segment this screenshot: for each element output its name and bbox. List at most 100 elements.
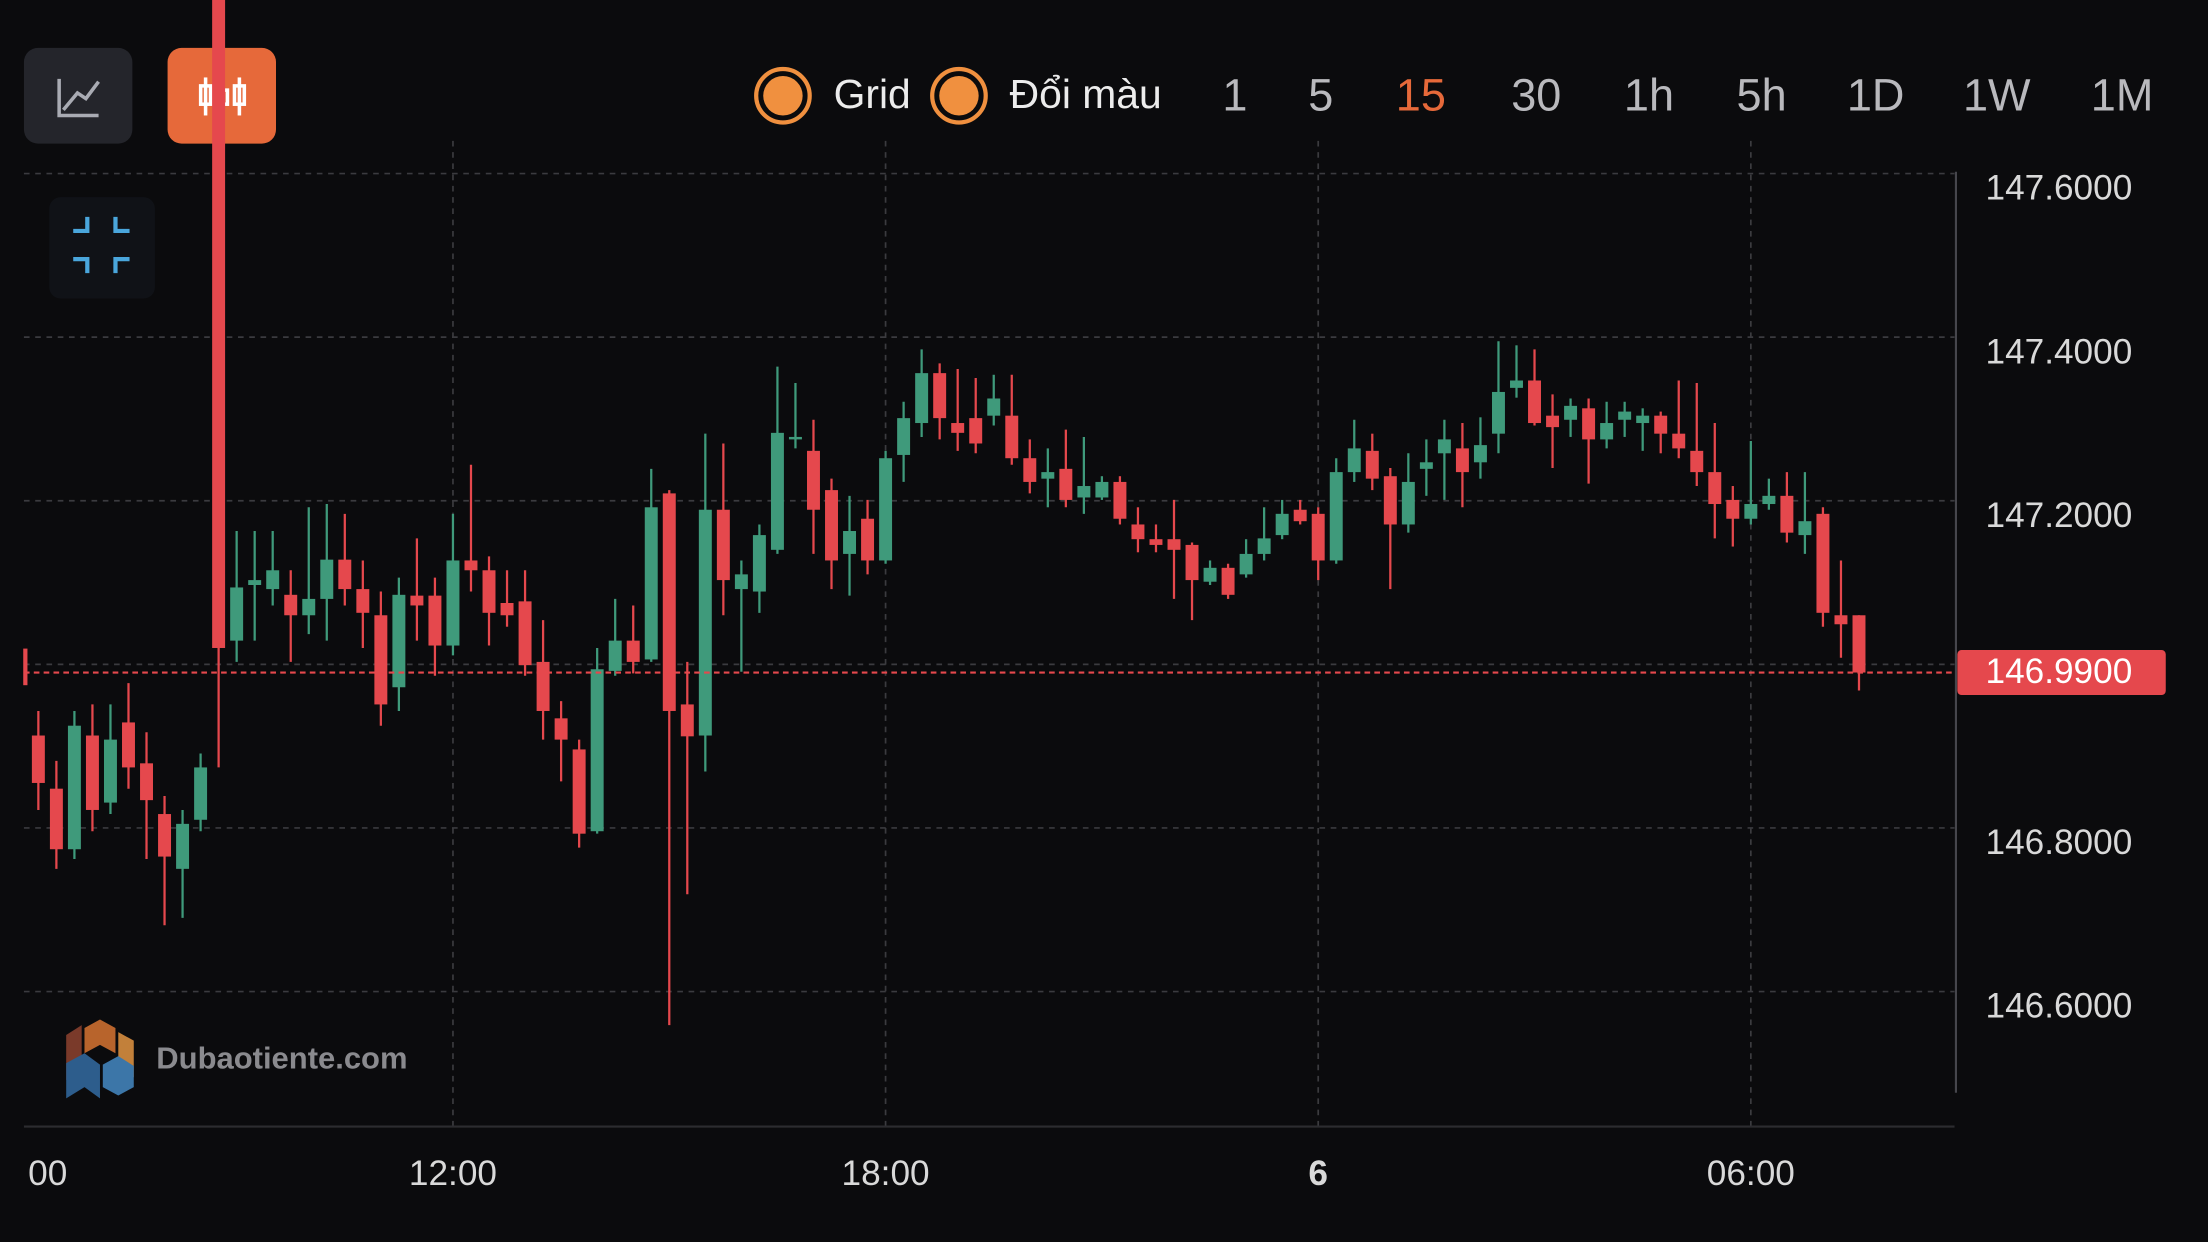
candle-body bbox=[897, 418, 911, 455]
candle-body bbox=[1618, 411, 1632, 420]
candle-body bbox=[1257, 538, 1271, 554]
candle-body bbox=[969, 418, 983, 444]
y-tick-label: 146.6000 bbox=[1986, 987, 2133, 1026]
y-tick-label: 147.4000 bbox=[1986, 332, 2133, 371]
candle-body bbox=[1059, 468, 1073, 500]
line-chart-button[interactable] bbox=[23, 47, 133, 144]
candle-body bbox=[1564, 405, 1578, 420]
candle-body bbox=[788, 436, 802, 440]
candle-body bbox=[31, 735, 45, 783]
candle-body bbox=[933, 373, 947, 419]
candle-body bbox=[338, 559, 352, 590]
candle-body bbox=[1600, 423, 1614, 440]
interval-button[interactable]: 5 bbox=[1308, 69, 1333, 120]
candle-body bbox=[230, 587, 244, 641]
interval-button[interactable]: 1 bbox=[1222, 69, 1247, 120]
interval-button[interactable]: 15 bbox=[1396, 69, 1446, 120]
candle-body bbox=[572, 749, 586, 834]
interval-button[interactable]: 1W bbox=[1963, 69, 2031, 120]
x-tick-label: 06:00 bbox=[1707, 1154, 1795, 1193]
toolbar: Grid Đổi màu 1 5 15 30 1h 5h 1D 1W 1M bbox=[754, 66, 2154, 125]
interval-button[interactable]: 1D bbox=[1847, 69, 1905, 120]
candle-body bbox=[122, 722, 135, 768]
toggle-ring bbox=[754, 66, 812, 125]
compress-button[interactable] bbox=[49, 197, 155, 299]
candle-body bbox=[248, 580, 262, 586]
compress-icon bbox=[73, 216, 130, 274]
candle-body bbox=[716, 509, 730, 581]
candle-body bbox=[1455, 448, 1469, 473]
interval-button[interactable]: 1M bbox=[2091, 69, 2154, 120]
candle-body bbox=[464, 560, 478, 571]
candle-body bbox=[140, 763, 153, 801]
last-price-label: 146.9900 bbox=[1986, 652, 2133, 691]
candle-body bbox=[1113, 481, 1127, 519]
interval-button[interactable]: 1h bbox=[1624, 69, 1674, 120]
candle-body bbox=[194, 767, 208, 820]
candle-body bbox=[1221, 567, 1235, 595]
x-tick-label: 18:00 bbox=[842, 1154, 930, 1193]
candle-body bbox=[1383, 476, 1397, 525]
candle-body bbox=[1510, 380, 1523, 388]
candle-body bbox=[1744, 504, 1758, 519]
line-icon bbox=[62, 80, 100, 111]
button-bg bbox=[49, 197, 155, 299]
toggle-label: Grid bbox=[834, 71, 911, 117]
candle-body bbox=[1419, 462, 1433, 469]
watermark-logo: Dubaotiente.com bbox=[66, 1019, 408, 1099]
candle-body bbox=[1149, 539, 1163, 545]
candle-body bbox=[374, 615, 388, 705]
candle-body bbox=[1798, 521, 1812, 536]
candle-body bbox=[1329, 472, 1343, 561]
candle-body bbox=[482, 570, 496, 613]
candle-body bbox=[356, 589, 370, 613]
toggle-dot bbox=[763, 76, 803, 116]
candle-body bbox=[1690, 450, 1704, 473]
toggle[interactable]: Đổi màu bbox=[930, 66, 1162, 125]
toggle-dot bbox=[939, 76, 979, 116]
candle-body bbox=[698, 509, 712, 736]
candle-body bbox=[176, 823, 190, 869]
y-tick-label: 147.6000 bbox=[1986, 169, 2133, 208]
candle-body bbox=[1185, 544, 1199, 581]
last-price-box bbox=[1957, 649, 2166, 696]
candle-body bbox=[1437, 439, 1451, 454]
candle-body bbox=[807, 450, 820, 510]
x-tick-label: 00 bbox=[28, 1154, 67, 1193]
toggle[interactable]: Grid bbox=[754, 66, 911, 125]
candle-body bbox=[1816, 513, 1830, 613]
button-bg bbox=[23, 47, 133, 144]
candle-body bbox=[103, 739, 117, 803]
candle-body bbox=[1293, 509, 1307, 522]
candle-body bbox=[1311, 513, 1325, 561]
candle-body bbox=[1473, 445, 1487, 463]
interval-button[interactable]: 30 bbox=[1511, 69, 1561, 120]
axis-icon bbox=[57, 78, 99, 118]
candle-body bbox=[85, 735, 99, 810]
candle-body bbox=[1203, 567, 1217, 582]
candle-body bbox=[302, 598, 316, 616]
candle-body bbox=[590, 669, 604, 832]
candle-body bbox=[212, 0, 226, 648]
candle-body bbox=[626, 640, 640, 662]
candle-body bbox=[158, 814, 172, 857]
candle-body bbox=[1672, 433, 1686, 449]
watermark-text: Dubaotiente.com bbox=[156, 1041, 407, 1076]
interval-button[interactable]: 5h bbox=[1737, 69, 1787, 120]
candle-body bbox=[1762, 495, 1776, 505]
candle-body bbox=[67, 725, 81, 850]
candle-body bbox=[1005, 415, 1019, 459]
candle-body bbox=[1401, 481, 1415, 525]
candle-body bbox=[320, 559, 334, 599]
x-tick-label: 6 bbox=[1308, 1154, 1328, 1193]
candle-body bbox=[770, 432, 784, 550]
candle-body bbox=[915, 373, 929, 424]
candle-body bbox=[1834, 615, 1848, 625]
candle-body bbox=[1131, 524, 1145, 540]
candle-body bbox=[662, 493, 676, 711]
candle-body bbox=[1491, 391, 1505, 434]
candle-body bbox=[987, 398, 1001, 416]
candle-body bbox=[1347, 448, 1361, 473]
